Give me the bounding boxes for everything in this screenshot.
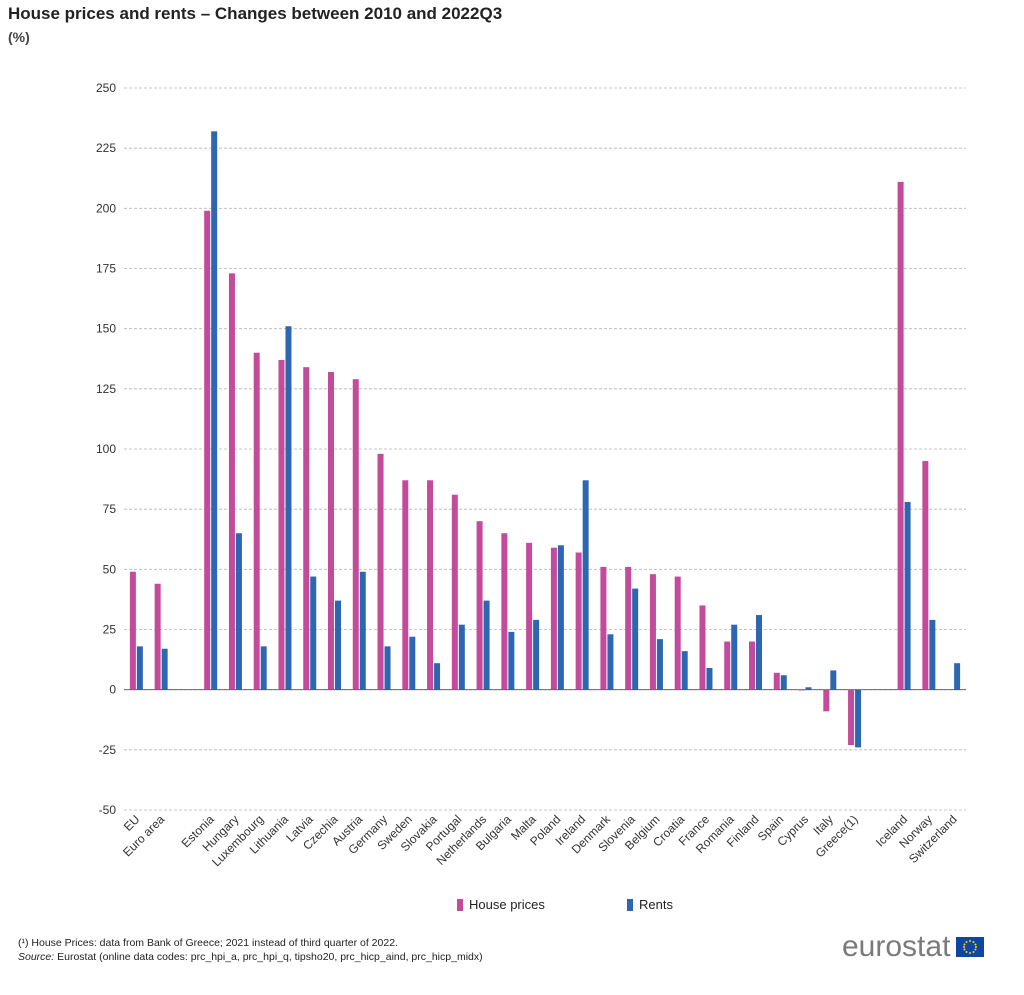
bar-house-prices-luxembourg <box>253 352 260 690</box>
bar-rents-euro-area <box>161 648 168 690</box>
bar-chart: -50-250255075100125150175200225250EUEuro… <box>96 81 966 869</box>
chart-unit: (%) <box>8 29 30 45</box>
bar-house-prices-estonia <box>204 210 211 690</box>
bar-house-prices-slovakia <box>427 480 434 690</box>
bar-house-prices-slovenia <box>625 566 632 690</box>
bar-house-prices-lithuania <box>278 359 285 690</box>
y-tick-label: -25 <box>99 743 117 757</box>
y-tick-label: 75 <box>103 502 117 516</box>
bar-house-prices-germany <box>377 453 384 690</box>
bar-house-prices-hungary <box>228 273 235 690</box>
chart-title: House prices and rents – Changes between… <box>8 4 503 23</box>
y-tick-label: 0 <box>109 683 116 697</box>
bar-rents-germany <box>384 646 391 690</box>
bar-rents-slovenia <box>632 588 639 690</box>
bar-rents-greece-1 <box>855 689 862 748</box>
eu-flag-icon <box>956 937 985 957</box>
bar-house-prices-sweden <box>402 480 409 690</box>
y-tick-label: 250 <box>96 81 116 95</box>
bar-house-prices-greece-1 <box>848 689 855 746</box>
legend-item-rents: Rents <box>627 897 673 912</box>
y-tick-label: 25 <box>103 623 117 637</box>
bar-house-prices-eu <box>129 571 136 690</box>
bar-house-prices-norway <box>922 461 929 690</box>
y-tick-label: 225 <box>96 141 116 155</box>
bar-rents-romania <box>731 624 738 690</box>
bar-house-prices-denmark <box>600 566 607 690</box>
footnote-source: Source: Eurostat (online data codes: prc… <box>18 950 483 964</box>
y-tick-label: 200 <box>96 201 116 215</box>
bar-rents-luxembourg <box>260 646 267 690</box>
source-text: Eurostat (online data codes: prc_hpi_a, … <box>54 951 483 963</box>
legend-label-house-prices: House prices <box>469 897 545 912</box>
bar-rents-finland <box>756 615 762 690</box>
bar-house-prices-malta <box>526 542 533 690</box>
bar-house-prices-iceland <box>897 181 904 690</box>
logo-text: eurostat <box>842 930 951 963</box>
bar-rents-croatia <box>681 651 688 690</box>
bar-house-prices-czechia <box>328 371 334 690</box>
bar-house-prices-france <box>699 605 706 690</box>
bar-rents-spain <box>780 675 787 690</box>
bar-rents-iceland <box>904 501 911 690</box>
y-tick-label: 125 <box>96 382 116 396</box>
bar-house-prices-finland <box>749 641 755 690</box>
bar-rents-estonia <box>211 131 218 690</box>
bar-house-prices-cyprus <box>798 689 805 691</box>
y-tick-label: 175 <box>96 262 116 276</box>
bar-rents-hungary <box>235 533 242 690</box>
bar-rents-switzerland <box>954 663 961 690</box>
bar-rents-poland <box>557 545 564 690</box>
bar-house-prices-austria <box>352 379 359 690</box>
legend-swatch-rents <box>627 898 633 911</box>
legend-label-rents: Rents <box>639 897 673 912</box>
bar-house-prices-croatia <box>674 576 681 690</box>
bar-rents-ireland <box>582 480 589 690</box>
bar-house-prices-netherlands <box>476 521 483 690</box>
bar-rents-netherlands <box>483 600 490 690</box>
bar-house-prices-romania <box>724 641 731 690</box>
bar-house-prices-euro-area <box>154 583 161 690</box>
bar-house-prices-ireland <box>575 552 582 690</box>
bar-rents-norway <box>929 619 936 690</box>
bar-rents-cyprus <box>805 687 812 690</box>
bar-rents-denmark <box>607 634 614 690</box>
bar-house-prices-italy <box>823 689 830 712</box>
footnote: (¹) House Prices: data from Bank of Gree… <box>18 936 483 964</box>
bar-rents-bulgaria <box>508 631 515 690</box>
source-label: Source: <box>18 951 55 963</box>
bar-rents-latvia <box>310 576 317 690</box>
bar-rents-france <box>706 668 713 690</box>
footnote-note: (¹) House Prices: data from Bank of Gree… <box>18 937 398 949</box>
bar-rents-lithuania <box>285 326 292 690</box>
bar-house-prices-poland <box>550 547 557 690</box>
bar-rents-slovakia <box>434 663 441 690</box>
y-tick-label: -50 <box>99 803 117 817</box>
bar-rents-portugal <box>458 624 465 690</box>
bar-house-prices-spain <box>773 672 780 690</box>
bar-rents-malta <box>533 619 540 690</box>
bar-rents-eu <box>136 646 143 690</box>
bar-rents-sweden <box>409 636 416 690</box>
y-tick-label: 50 <box>103 562 117 576</box>
eurostat-logo: eurostat <box>842 930 985 964</box>
legend-swatch-house-prices <box>457 898 463 911</box>
bar-rents-austria <box>359 571 366 690</box>
y-tick-label: 100 <box>96 442 116 456</box>
legend-item-house-prices: House prices <box>457 897 545 912</box>
bar-house-prices-belgium <box>649 574 656 690</box>
bar-rents-czechia <box>335 600 341 690</box>
y-tick-label: 150 <box>96 322 116 336</box>
bar-house-prices-latvia <box>303 367 310 690</box>
bar-rents-italy <box>830 670 837 690</box>
bar-house-prices-portugal <box>451 494 458 690</box>
bar-house-prices-bulgaria <box>501 533 508 690</box>
bar-rents-belgium <box>656 639 663 690</box>
